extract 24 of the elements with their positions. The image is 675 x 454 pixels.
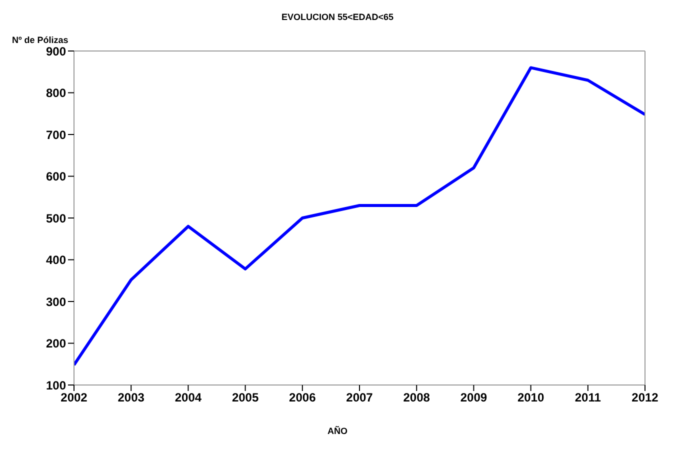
chart-title: EVOLUCION 55<EDAD<65 — [280, 12, 395, 22]
x-tick-label: 2010 — [517, 390, 544, 405]
x-tick-label: 2008 — [403, 390, 430, 405]
y-tick-label: 400 — [46, 253, 66, 268]
y-tick-label: 200 — [46, 336, 66, 351]
y-tick-label: 900 — [46, 44, 66, 58]
x-tick-label: 2005 — [232, 390, 259, 405]
x-tick-label: 2012 — [632, 390, 659, 405]
x-tick-label: 2011 — [574, 390, 602, 405]
x-tick-label: 2007 — [346, 390, 374, 405]
y-tick-label: 500 — [46, 211, 66, 226]
x-tick-label: 2009 — [460, 390, 488, 405]
y-axis-title: Nº de Pólizas — [12, 35, 68, 45]
y-tick-label: 600 — [46, 170, 66, 184]
line-series — [74, 66, 645, 366]
x-tick-label: 2003 — [118, 390, 145, 405]
y-tick-label: 100 — [46, 378, 66, 392]
x-tick-label: 2006 — [289, 390, 316, 405]
x-tick-label: 2002 — [60, 390, 88, 405]
y-tick-label: 800 — [46, 86, 66, 100]
x-axis-title: AÑO — [326, 426, 348, 436]
y-tick-label: 700 — [46, 128, 66, 142]
x-tick-label: 2004 — [174, 390, 202, 405]
y-tick-label: 300 — [46, 294, 66, 309]
